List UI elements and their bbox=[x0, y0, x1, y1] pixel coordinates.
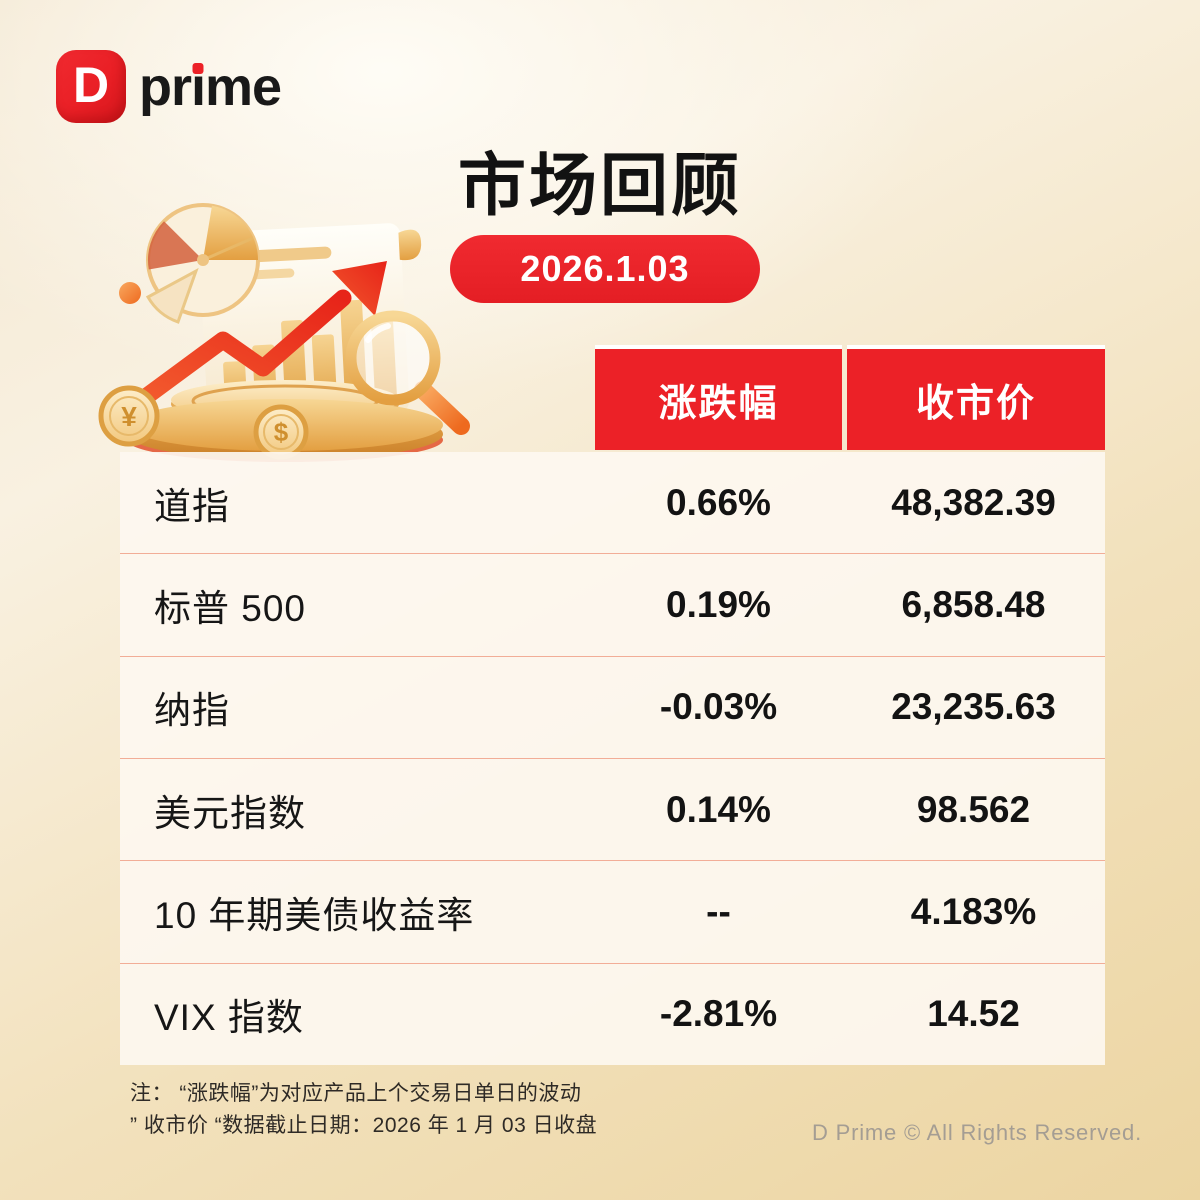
market-table: 道指 0.66% 48,382.39 标普 500 0.19% 6,858.48… bbox=[120, 452, 1105, 1065]
row-close: 23,235.63 bbox=[891, 686, 1056, 728]
row-change: -- bbox=[706, 890, 731, 932]
table-row-us10y: 10 年期美债收益率 -- 4.183% bbox=[120, 860, 1105, 962]
column-header-change: 涨跌幅 bbox=[595, 345, 842, 450]
paper-curl bbox=[398, 229, 422, 261]
logo-i-red-dot-icon bbox=[192, 62, 204, 74]
row-change: 0.14% bbox=[666, 788, 771, 830]
row-change: 0.66% bbox=[666, 481, 771, 523]
brand-logo: D pr ıme bbox=[56, 50, 282, 123]
row-label: 美元指数 bbox=[154, 792, 306, 834]
table-row-nasdaq: 纳指 -0.03% 23,235.63 bbox=[120, 655, 1105, 758]
footnote-line-1: 注： “涨跌幅”为对应产品上个交易日单日的波动 bbox=[130, 1082, 582, 1105]
row-close: 6,858.48 bbox=[901, 583, 1046, 625]
table-row-vix: VIX 指数 -2.81% 14.52 bbox=[120, 962, 1105, 1065]
row-label: 道指 bbox=[154, 485, 230, 527]
table-row-dow: 道指 0.66% 48,382.39 bbox=[120, 452, 1105, 553]
table-row-sp500: 标普 500 0.19% 6,858.48 bbox=[120, 553, 1105, 655]
table-row-dxy: 美元指数 0.14% 98.562 bbox=[120, 757, 1105, 860]
dollar-symbol: $ bbox=[274, 417, 289, 447]
column-header-close: 收市价 bbox=[847, 345, 1105, 450]
row-close: 14.52 bbox=[927, 993, 1020, 1035]
yen-symbol: ¥ bbox=[121, 401, 137, 432]
logo-text-me: me bbox=[205, 56, 282, 117]
row-close: 4.183% bbox=[910, 890, 1037, 932]
row-change: -0.03% bbox=[659, 686, 778, 728]
row-label: 纳指 bbox=[154, 690, 230, 732]
date-badge: 2026.1.03 bbox=[450, 235, 760, 303]
row-change: 0.19% bbox=[666, 583, 771, 625]
footnote-line-2: ” 收市价 “数据截止日期：2026 年 1 月 03 日收盘 bbox=[130, 1114, 598, 1137]
yen-coin-icon: ¥ bbox=[98, 385, 160, 447]
logo-wordmark: pr ıme bbox=[139, 56, 282, 117]
magnifier-icon bbox=[345, 310, 470, 435]
row-change: -2.81% bbox=[659, 993, 778, 1035]
pie-chart-icon bbox=[145, 203, 260, 324]
market-growth-illustration: ¥ $ bbox=[98, 203, 470, 462]
dollar-coin-icon: $ bbox=[253, 404, 309, 460]
row-label: 标普 500 bbox=[154, 587, 307, 629]
copyright-text: D Prime © All Rights Reserved. bbox=[812, 1120, 1142, 1145]
row-close: 48,382.39 bbox=[891, 481, 1056, 523]
d-prime-logo-icon: D bbox=[56, 50, 126, 123]
row-close: 98.562 bbox=[916, 788, 1031, 830]
row-label: 10 年期美债收益率 bbox=[154, 894, 475, 936]
floating-ball-icon bbox=[119, 282, 141, 304]
page-title: 市场回顾 bbox=[457, 148, 742, 224]
up-arrow-icon bbox=[138, 261, 387, 405]
logo-letter: D bbox=[72, 57, 110, 113]
logo-text-pr: pr bbox=[139, 56, 192, 117]
logo-letter-i: ı bbox=[191, 60, 206, 114]
table-header: 涨跌幅 收市价 bbox=[595, 345, 1105, 450]
footnotes: 注： “涨跌幅”为对应产品上个交易日单日的波动 ” 收市价 “数据截止日期：20… bbox=[130, 1078, 597, 1142]
row-label: VIX 指数 bbox=[154, 997, 304, 1039]
